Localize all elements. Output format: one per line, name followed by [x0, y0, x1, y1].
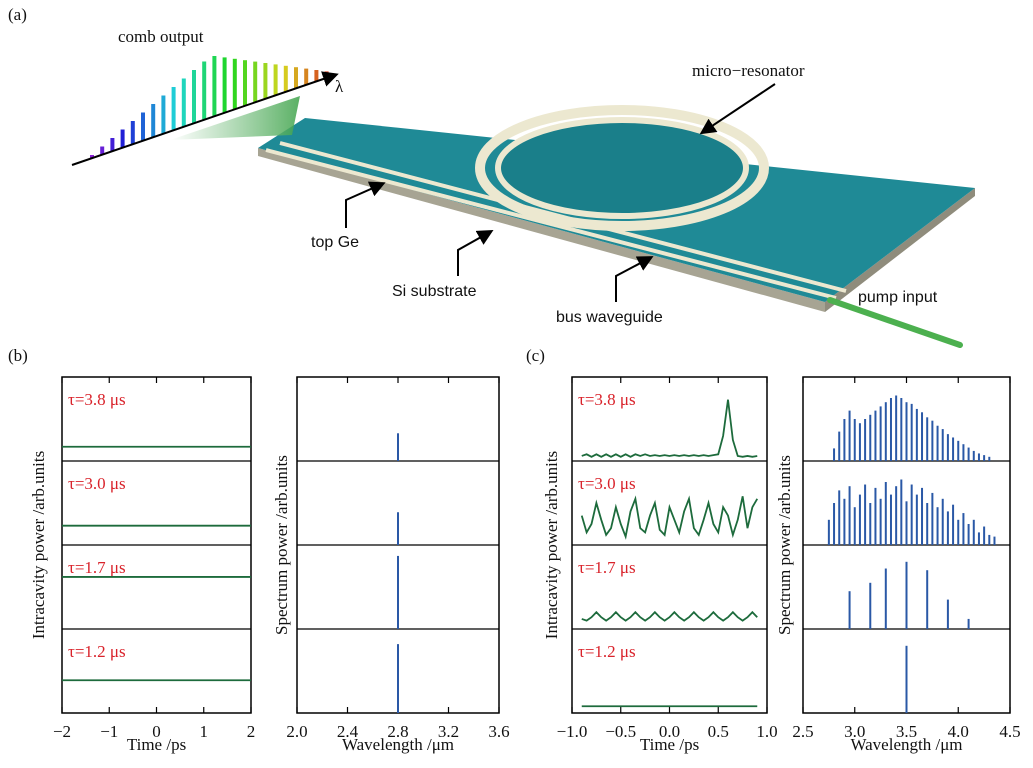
- trace: [581, 610, 758, 622]
- comb-line: [151, 104, 156, 138]
- comb-line: [222, 57, 227, 113]
- annotation: τ=3.0 μs: [68, 474, 126, 493]
- chart: 2.5 3.0 3.5 4.0 4.5 Wavelength /μm Spectrum po…: [775, 376, 1021, 754]
- y-axis-label: Spectrum power /arb.units: [272, 455, 291, 635]
- comb-line: [202, 61, 207, 120]
- ring: [495, 117, 749, 219]
- chart: (b) −2 −1 0 1 2 Time /ps Intracavity power /arb…: [8, 346, 255, 754]
- comb-line: [171, 87, 176, 131]
- chart: (c) −1.0 −0.5 0.0 0.5 1.0 Time /ps Intracavity …: [526, 346, 778, 754]
- comb-line: [192, 70, 196, 124]
- arrow: [615, 256, 654, 302]
- comb-line: [304, 68, 309, 85]
- chart: 2.0 2.4 2.8 3.2 3.6 Wavelength /μm Spectrum po…: [272, 376, 510, 754]
- annotation: τ=3.8 μs: [68, 390, 126, 409]
- x-tick-label: 2.4: [337, 722, 359, 741]
- panel-label: (a): [8, 5, 27, 24]
- arrow: [457, 230, 494, 276]
- waveguide: [265, 148, 837, 300]
- x-axis-label: Time /ps: [127, 735, 186, 754]
- x-tick-label: 2.8: [387, 722, 408, 741]
- comb-line: [100, 146, 105, 155]
- label: comb output: [118, 27, 204, 46]
- x-tick-label: 4.5: [999, 722, 1020, 741]
- annotation: τ=1.2 μs: [578, 642, 636, 661]
- comb-line: [263, 63, 268, 99]
- x-tick-label: 3.6: [488, 722, 509, 741]
- comb-line: [90, 155, 94, 159]
- comb-line: [273, 64, 278, 96]
- pump-beam: [827, 297, 963, 348]
- comb-line: [314, 70, 319, 82]
- x-tick-label: 0: [152, 722, 161, 741]
- x-tick-label: 1: [200, 722, 209, 741]
- lambda-axis: [71, 71, 339, 166]
- y-axis-label: Spectrum power /arb.units: [775, 455, 794, 635]
- x-axis-label: Time /ps: [640, 735, 699, 754]
- x-tick-label: −1: [100, 722, 118, 741]
- x-tick-label: 0.5: [708, 722, 729, 741]
- diagram: (a) comb output λ micro−resonator top Ge…: [8, 5, 975, 348]
- comb-line: [110, 138, 115, 152]
- x-tick-label: 2.0: [286, 722, 307, 741]
- label: λ: [335, 77, 344, 96]
- label: bus waveguide: [556, 309, 663, 326]
- label: top Ge: [311, 234, 359, 251]
- x-tick-label: 2.5: [792, 722, 813, 741]
- x-axis-label: Wavelength /μm: [342, 735, 454, 754]
- annotation: τ=3.8 μs: [578, 390, 636, 409]
- comb-line: [181, 78, 186, 127]
- x-tick-label: 3.5: [896, 722, 917, 741]
- annotation: τ=1.7 μs: [578, 558, 636, 577]
- x-tick-label: 4.0: [948, 722, 969, 741]
- x-tick-label: 1.0: [756, 722, 777, 741]
- substrate-side: [258, 148, 825, 312]
- y-axis-label: Intracavity power /arb.units: [542, 451, 561, 639]
- trace: [580, 495, 759, 540]
- x-axis-label: Wavelength /μm: [850, 735, 962, 754]
- x-tick-label: −0.5: [605, 722, 636, 741]
- x-tick-label: 0.0: [659, 722, 680, 741]
- output-beam: [170, 96, 300, 140]
- panel-label: (c): [526, 346, 545, 365]
- comb-line: [253, 61, 258, 103]
- comb-line: [294, 67, 298, 89]
- comb-line: [161, 95, 166, 134]
- substrate-side: [825, 188, 975, 312]
- arrow: [699, 83, 776, 135]
- label: Si substrate: [392, 283, 477, 300]
- ring: [475, 105, 769, 231]
- comb-line: [243, 60, 247, 106]
- comb-line: [130, 121, 135, 145]
- arrow: [345, 181, 386, 228]
- x-tick-label: 3.2: [438, 722, 459, 741]
- x-tick-label: −2: [53, 722, 71, 741]
- annotation: τ=3.0 μs: [578, 474, 636, 493]
- x-tick-label: 2: [247, 722, 256, 741]
- annotation: τ=1.2 μs: [68, 642, 126, 661]
- x-tick-label: 3.0: [844, 722, 865, 741]
- trace: [581, 399, 758, 458]
- panel-label: (b): [8, 346, 28, 365]
- annotation: τ=1.7 μs: [68, 558, 126, 577]
- comb-line: [232, 58, 237, 110]
- label: pump input: [858, 289, 938, 306]
- comb-line: [120, 129, 125, 148]
- comb-line: [283, 65, 288, 92]
- comb-line: [141, 112, 145, 141]
- comb-line: [212, 56, 217, 117]
- comb: [90, 56, 329, 159]
- y-axis-label: Intracavity power /arb.units: [29, 451, 48, 639]
- label: micro−resonator: [692, 61, 805, 80]
- x-tick-label: −1.0: [557, 722, 588, 741]
